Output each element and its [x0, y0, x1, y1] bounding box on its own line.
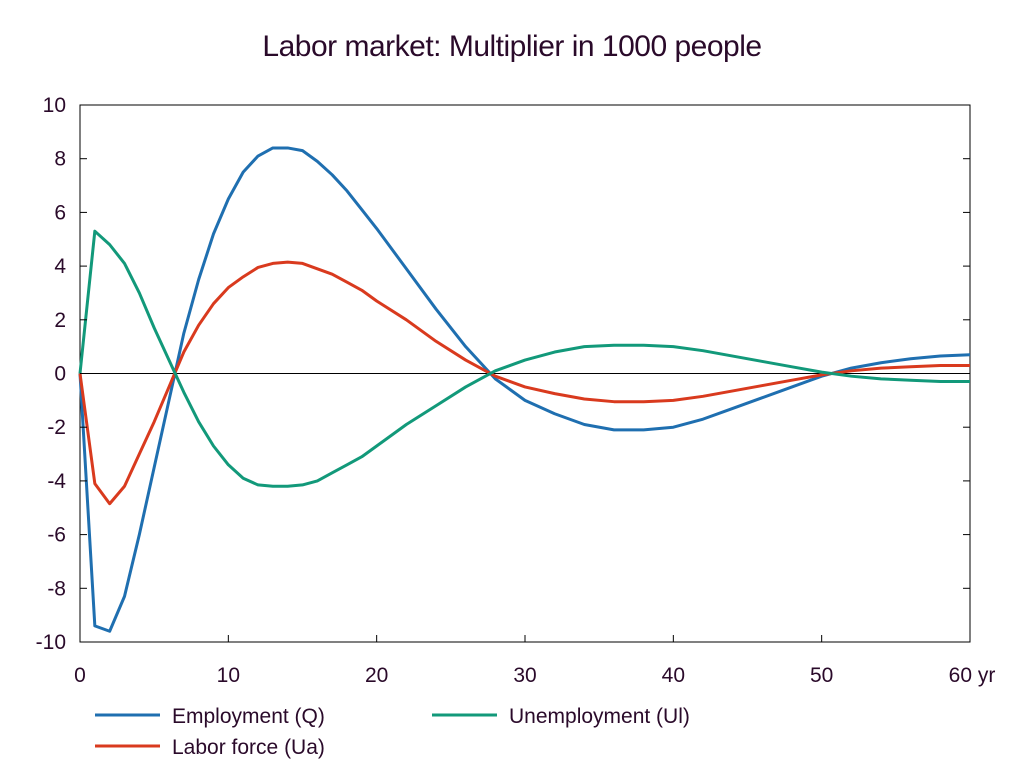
series-line-labor-force-ua — [78, 260, 970, 506]
legend-label: Employment (Q) — [172, 705, 325, 728]
y-tick-label: -6 — [47, 524, 66, 547]
y-tick-label: 8 — [54, 148, 66, 171]
legend-label: Labor force (Ua) — [172, 736, 325, 759]
x-tick-label: 20 — [365, 664, 388, 687]
y-tick-label: 10 — [43, 94, 66, 117]
series-line-unemployment-ul — [78, 229, 970, 488]
series-line-employment-q — [78, 146, 971, 633]
x-tick-label: 40 — [662, 664, 685, 687]
y-tick-label: 6 — [54, 201, 66, 224]
x-tick-label: 30 — [513, 664, 536, 687]
x-tick-label: 60 yr — [949, 664, 996, 687]
y-tick-label: -2 — [47, 416, 66, 439]
legend-label: Unemployment (Ul) — [509, 705, 690, 728]
y-tick-label: -4 — [47, 470, 66, 493]
y-tick-label: -10 — [36, 631, 66, 654]
y-tick-label: 2 — [54, 309, 66, 332]
y-tick-label: -8 — [47, 577, 66, 600]
y-tick-label: 0 — [54, 363, 66, 386]
x-tick-label: 10 — [217, 664, 240, 687]
chart-title: Labor market: Multiplier in 1000 people — [262, 30, 762, 63]
x-tick-label: 50 — [810, 664, 833, 687]
y-tick-label: 4 — [54, 255, 66, 278]
x-tick-label: 0 — [74, 664, 86, 687]
